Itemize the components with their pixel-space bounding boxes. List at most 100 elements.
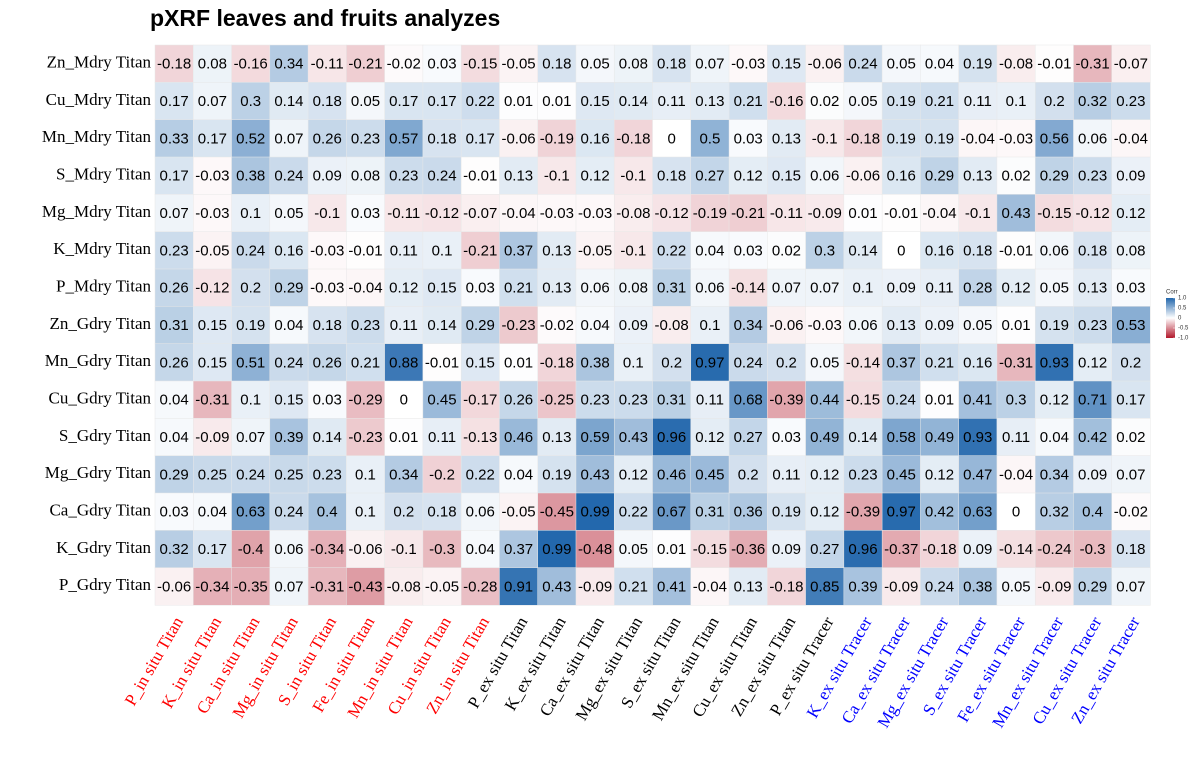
cell-value: 0.85 (810, 578, 839, 595)
cell-value: 0.45 (695, 466, 724, 483)
heatmap-cell (690, 231, 730, 270)
cell-value: -0.14 (999, 541, 1033, 558)
row-label: K_Gdry Titan (56, 538, 151, 557)
heatmap-cell (613, 343, 654, 382)
heatmap-cell (767, 156, 807, 195)
heatmap-cell (767, 455, 807, 494)
row-label: Ca_Gdry Titan (49, 501, 151, 520)
heatmap-cell (613, 306, 654, 345)
cell-value: 0.09 (925, 317, 954, 334)
cell-value: 0.23 (1116, 93, 1145, 110)
cell-value: 0.1 (355, 466, 376, 483)
cell-value: 0.02 (810, 93, 839, 110)
heatmap-cell (881, 231, 921, 270)
cell-value: -0.16 (234, 56, 268, 73)
cell-value: -0.01 (884, 205, 918, 222)
cell-value: 0.16 (580, 130, 609, 147)
heatmap-cell (843, 44, 883, 83)
heatmap-cell (690, 530, 730, 569)
heatmap-cell (384, 567, 424, 606)
cell-value: 0.43 (619, 429, 648, 446)
heatmap-cell (154, 231, 194, 270)
heatmap-cell (958, 455, 998, 494)
cell-value: -0.09 (884, 578, 918, 595)
cell-value: 0.37 (504, 541, 533, 558)
heatmap-cell (231, 567, 271, 606)
cell-value: -0.21 (463, 242, 497, 259)
cell-value: -0.4 (238, 541, 264, 558)
heatmap-cell (996, 268, 1036, 307)
cell-value: -0.18 (846, 130, 880, 147)
heatmap-cell (767, 530, 807, 569)
cell-value: 0.07 (772, 280, 801, 297)
cell-value: -0.18 (540, 354, 574, 371)
cell-value: 0 (667, 130, 675, 147)
cell-value: 0.13 (887, 317, 916, 334)
heatmap-cell (613, 44, 654, 83)
cell-value: -0.12 (1075, 205, 1109, 222)
cell-value: 0.13 (542, 242, 571, 259)
heatmap-cell (1073, 268, 1113, 307)
cell-value: -0.31 (1075, 56, 1109, 73)
heatmap-cell (881, 418, 921, 457)
cell-value: -0.06 (769, 317, 803, 334)
cell-value: 0.37 (504, 242, 533, 259)
heatmap-cell (881, 343, 921, 382)
cell-value: 0.53 (1116, 317, 1145, 334)
cell-value: 0.05 (1001, 578, 1030, 595)
heatmap-cell (1111, 119, 1151, 158)
cell-value: 0.04 (925, 56, 954, 73)
cell-value: 0.05 (351, 93, 380, 110)
cell-value: -0.34 (195, 578, 229, 595)
cell-value: -0.03 (999, 130, 1033, 147)
heatmap-cell (958, 380, 998, 419)
heatmap-cell (269, 418, 309, 457)
heatmap-cell (269, 194, 309, 233)
heatmap-cell (920, 231, 960, 270)
row-label: P_Gdry Titan (59, 575, 152, 594)
heatmap-cell (652, 194, 692, 233)
cell-value: 0.04 (580, 317, 609, 334)
heatmap-cell (996, 194, 1036, 233)
heatmap-cell (767, 268, 807, 307)
cell-value: 0.24 (274, 504, 303, 521)
heatmap-cell (575, 82, 615, 121)
cell-value: 0.23 (313, 466, 342, 483)
cell-value: 0.12 (810, 504, 839, 521)
cell-value: 0.51 (236, 354, 265, 371)
heatmap-cell (384, 268, 424, 307)
cell-value: -0.05 (425, 578, 459, 595)
cell-value: -0.09 (1037, 578, 1071, 595)
cell-value: 0.43 (1001, 205, 1030, 222)
heatmap-cell (346, 268, 386, 307)
cell-value: 0.15 (198, 354, 227, 371)
row-label: K_Mdry Titan (53, 239, 151, 258)
cell-value: 0.03 (772, 429, 801, 446)
cell-value: 0.29 (925, 168, 954, 185)
heatmap-cell (193, 455, 233, 494)
cell-value: 0.22 (466, 466, 495, 483)
cell-value: -0.1 (620, 242, 646, 259)
heatmap-cell (767, 231, 807, 270)
heatmap-cell (231, 44, 271, 83)
heatmap-cell (843, 492, 883, 531)
heatmap-cell (958, 418, 998, 457)
heatmap-cell (422, 268, 462, 307)
heatmap-cell (154, 82, 194, 121)
heatmap-cell (460, 231, 500, 270)
cell-value: -0.03 (310, 280, 344, 297)
cell-value: 0.31 (657, 392, 686, 409)
cell-value: 0.15 (427, 280, 456, 297)
heatmap-cell (805, 418, 845, 457)
heatmap-cell (575, 194, 615, 233)
cell-value: 0.2 (240, 280, 261, 297)
cell-value: 0.23 (160, 242, 189, 259)
cell-value: 0.12 (1078, 354, 1107, 371)
cell-value: -0.01 (463, 168, 497, 185)
heatmap-cell (1111, 380, 1151, 419)
cell-value: 0.08 (619, 280, 648, 297)
cell-value: -0.31 (310, 578, 344, 595)
cell-value: 0.41 (657, 578, 686, 595)
heatmap-cell (346, 306, 386, 345)
heatmap-cell (154, 343, 194, 382)
